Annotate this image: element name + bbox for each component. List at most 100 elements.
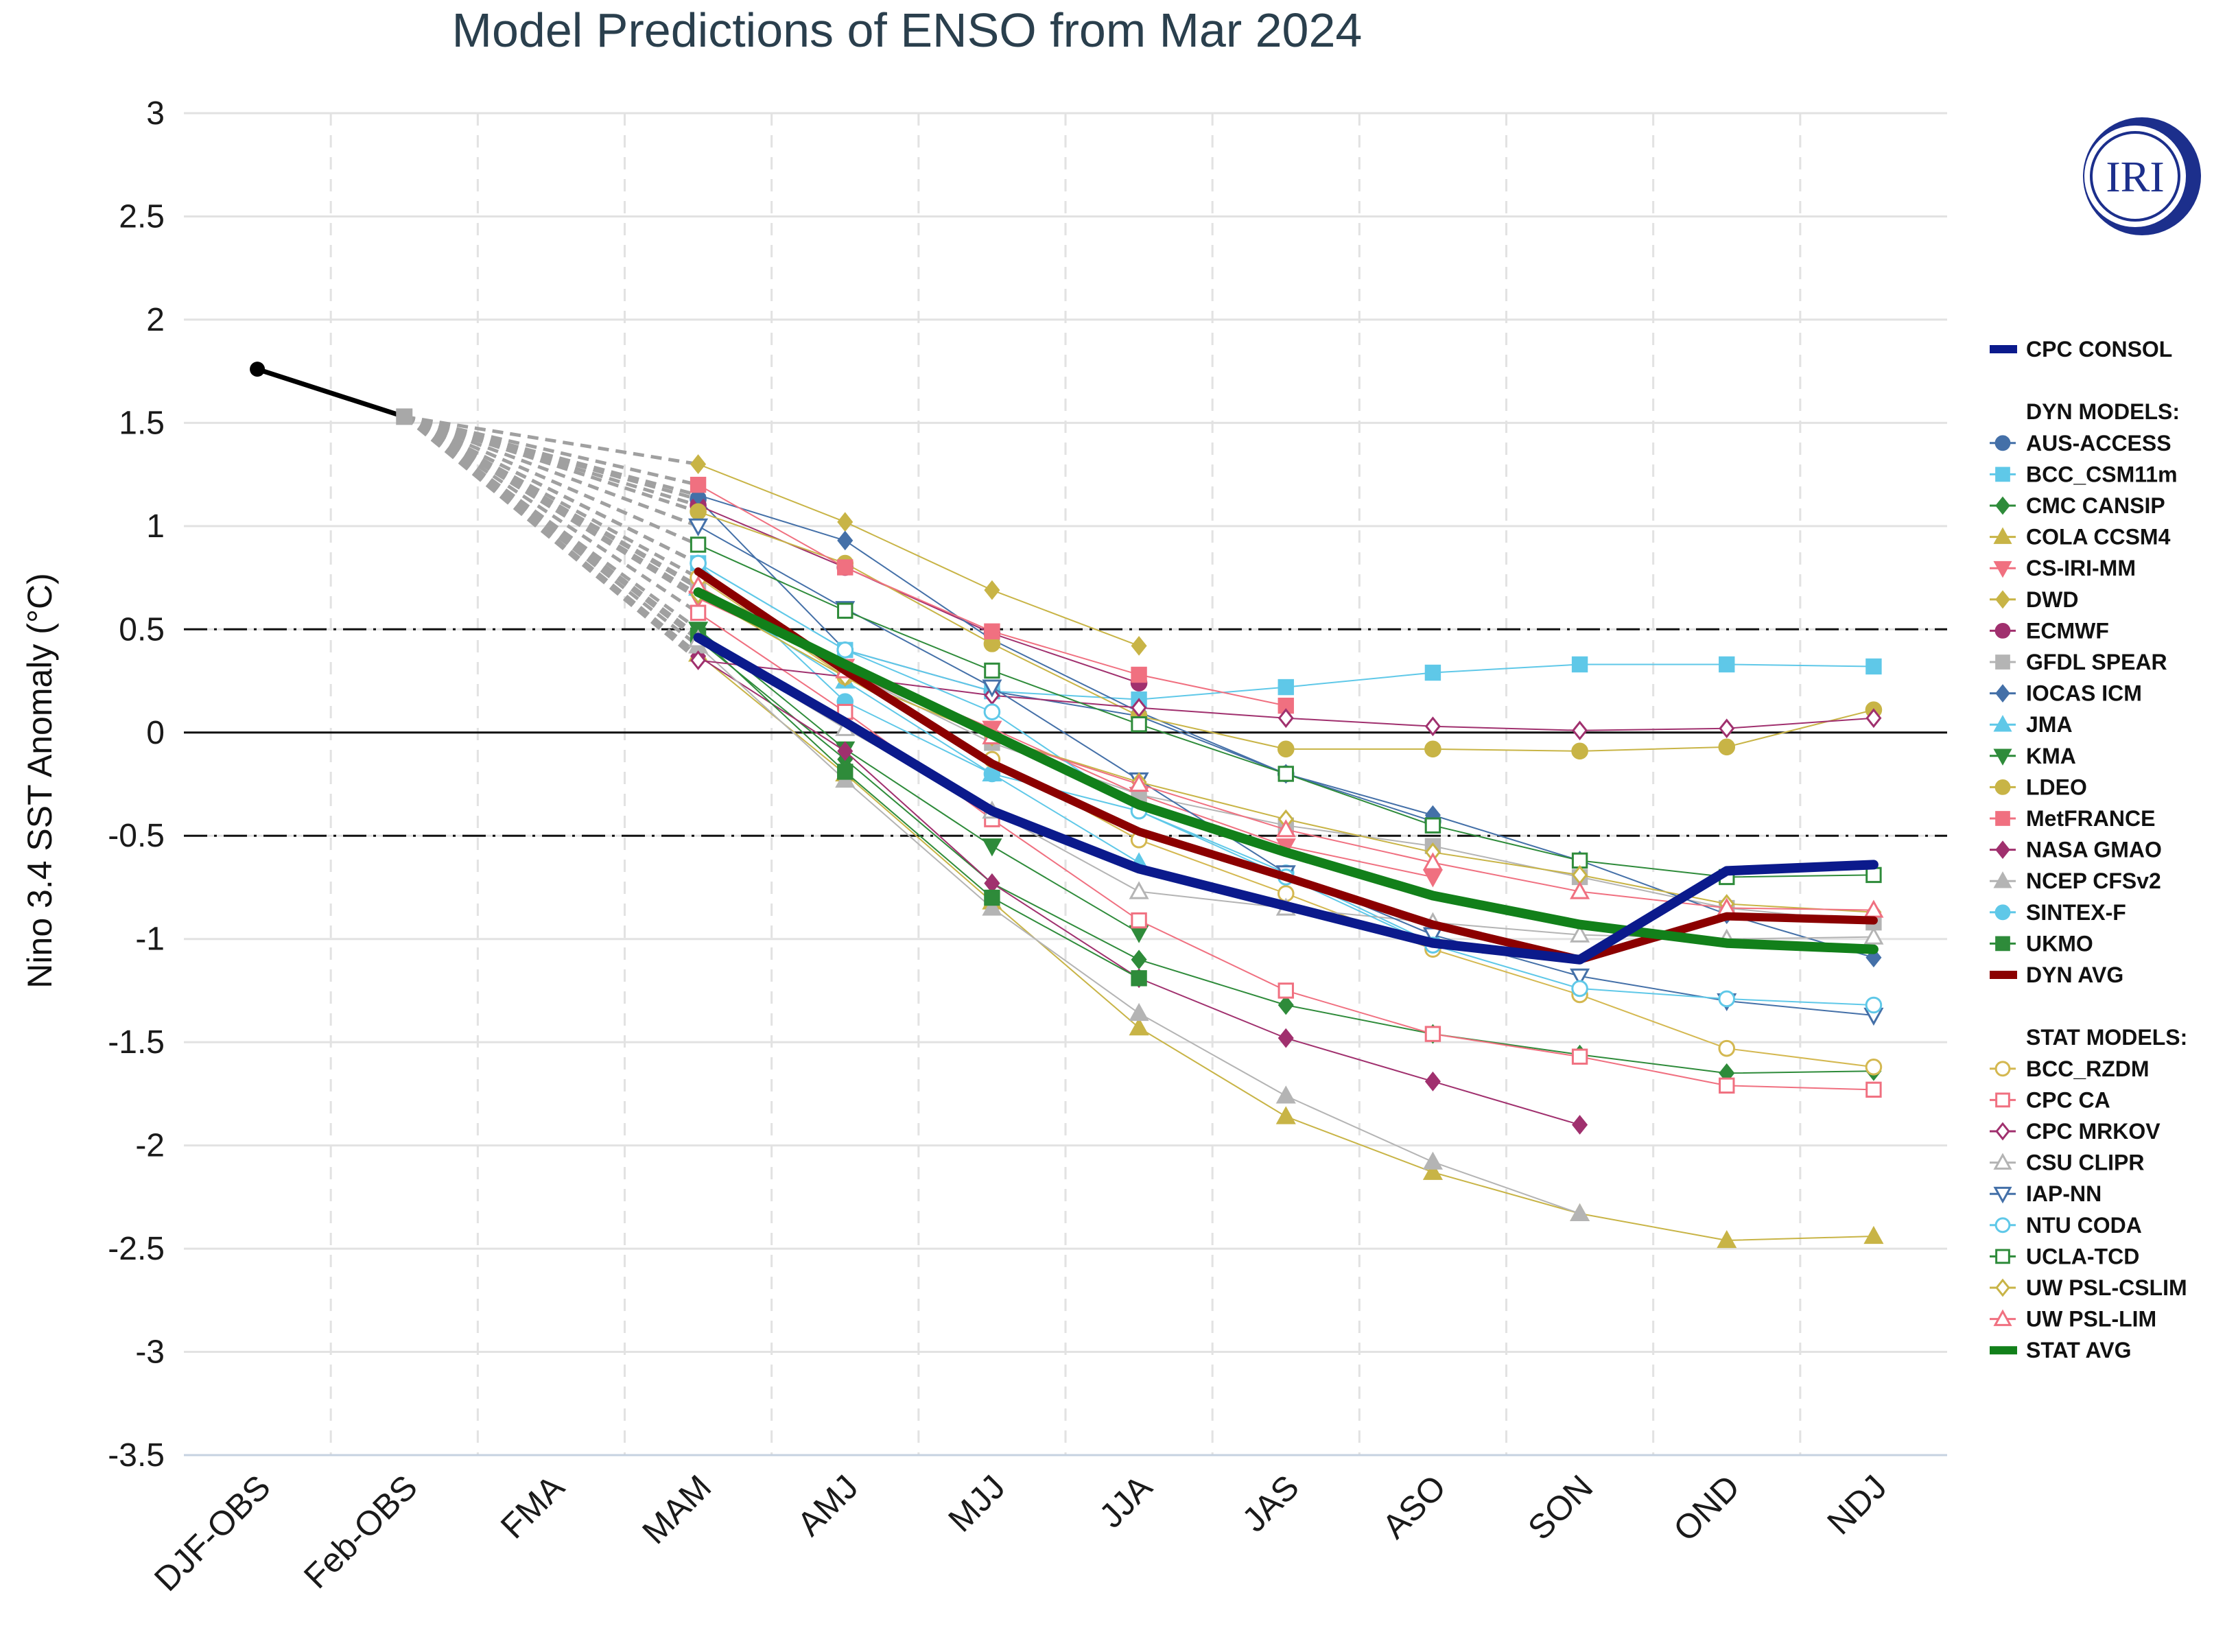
legend-item: UW PSL-LIM — [1990, 1307, 2156, 1332]
data-point — [690, 503, 707, 521]
data-point — [1719, 718, 1735, 739]
data-point — [1993, 1309, 2012, 1326]
data-point — [1277, 740, 1295, 758]
x-tick-label: NDJ — [1820, 1467, 1894, 1542]
data-point — [1995, 654, 2010, 670]
data-point — [1131, 970, 1147, 987]
data-point — [837, 559, 853, 576]
legend-label: NCEP CFSv2 — [2026, 869, 2161, 893]
data-point — [1994, 904, 2011, 921]
data-point — [1865, 996, 1883, 1014]
data-point — [1424, 817, 1441, 834]
series-line — [697, 635, 1140, 979]
data-point — [836, 641, 854, 659]
series-line — [697, 587, 1140, 864]
fan-line — [403, 415, 700, 662]
observed-point-djf — [250, 362, 266, 377]
data-point — [690, 604, 707, 621]
legend-item: NTU CODA — [1990, 1213, 2142, 1238]
data-point — [1865, 1081, 1882, 1098]
series-line — [694, 567, 1878, 964]
data-point — [1993, 560, 2012, 578]
x-tick-label: AMJ — [790, 1467, 865, 1543]
data-point — [1865, 658, 1882, 675]
data-point — [690, 650, 707, 670]
fan-line — [403, 414, 699, 514]
y-tick-label: 1 — [146, 508, 165, 545]
series-line — [693, 587, 1879, 954]
data-point — [1422, 1161, 1443, 1180]
data-point — [1424, 1026, 1441, 1042]
y-tick-label: 1.5 — [119, 405, 165, 441]
y-tick-label: 3 — [146, 95, 165, 132]
legend-label: SINTEX-F — [2026, 900, 2126, 925]
x-tick-label: JJA — [1092, 1467, 1159, 1535]
data-point — [1994, 779, 2011, 795]
legend-label: AUS-ACCESS — [2026, 431, 2171, 456]
legend-item: CS-IRI-MM — [1990, 556, 2136, 580]
y-tick-label: -3.5 — [108, 1437, 165, 1474]
data-point — [982, 679, 1002, 698]
data-point — [1129, 1002, 1149, 1022]
legend-label: UKMO — [2026, 931, 2093, 956]
data-point — [984, 889, 1000, 906]
legend-item: KMA — [1990, 744, 2076, 768]
data-point — [984, 580, 1000, 600]
legend-item: IOCAS ICM — [1990, 681, 2142, 706]
x-tick-label: FMA — [493, 1467, 572, 1546]
fan-line — [403, 414, 699, 487]
data-point — [1863, 1225, 1884, 1244]
data-point — [1994, 623, 2011, 639]
series-ukmo — [690, 627, 1147, 987]
legend-item: UCLA-TCD — [1990, 1244, 2139, 1268]
data-point — [1275, 819, 1296, 838]
legend-item: STAT AVG — [1990, 1338, 2131, 1362]
data-point — [983, 703, 1001, 720]
data-point — [1131, 666, 1147, 683]
iri-logo: IRI — [2083, 117, 2201, 235]
x-tick-label: ASO — [1375, 1467, 1453, 1546]
legend-label: KMA — [2026, 744, 2076, 768]
data-point — [1424, 664, 1441, 681]
data-point — [984, 623, 1000, 640]
legend-label: NTU CODA — [2026, 1213, 2142, 1238]
legend-item: NASA GMAO — [1990, 838, 2162, 862]
data-point — [688, 518, 709, 536]
data-point — [1719, 1077, 1735, 1094]
data-point — [1131, 716, 1147, 733]
data-point — [1863, 926, 1884, 945]
data-point — [1278, 982, 1294, 999]
series-ldeo — [690, 503, 1883, 760]
fan-line — [403, 414, 699, 497]
data-point — [1422, 1151, 1443, 1170]
legend-label: NASA GMAO — [2026, 838, 2162, 862]
legend-label: CS-IRI-MM — [2026, 556, 2136, 580]
legend-label: UCLA-TCD — [2026, 1244, 2139, 1268]
y-tick-label: 0.5 — [119, 611, 165, 648]
data-point — [1995, 467, 2010, 482]
forecast-fan-lines — [403, 414, 700, 662]
data-point — [1275, 1085, 1296, 1104]
data-point — [837, 602, 853, 619]
data-point — [1278, 766, 1294, 782]
legend-label: CPC CA — [2026, 1087, 2110, 1112]
data-point — [1995, 684, 2010, 703]
legend-label: BCC_CSM11m — [2026, 462, 2178, 486]
legend-item: LDEO — [1990, 775, 2087, 799]
data-point — [1129, 1017, 1149, 1036]
legend-item: BCC_RZDM — [1990, 1057, 2150, 1081]
y-tick-label: -1 — [135, 921, 165, 958]
data-point — [1995, 590, 2010, 609]
logo-inner-ring — [2090, 131, 2180, 222]
legend-label: UW PSL-LIM — [2026, 1307, 2156, 1332]
x-tick-label: SON — [1520, 1467, 1600, 1547]
legend-label: MetFRANCE — [2026, 806, 2155, 831]
series-dyn-avg — [694, 567, 1878, 964]
data-point — [1571, 656, 1588, 673]
legend-item: CMC CANSIP — [1990, 493, 2165, 518]
data-point — [1571, 980, 1588, 998]
data-point — [1129, 773, 1149, 792]
observed-layer — [250, 362, 413, 425]
data-point — [1995, 840, 2010, 860]
x-tick-label: MJJ — [941, 1467, 1012, 1539]
